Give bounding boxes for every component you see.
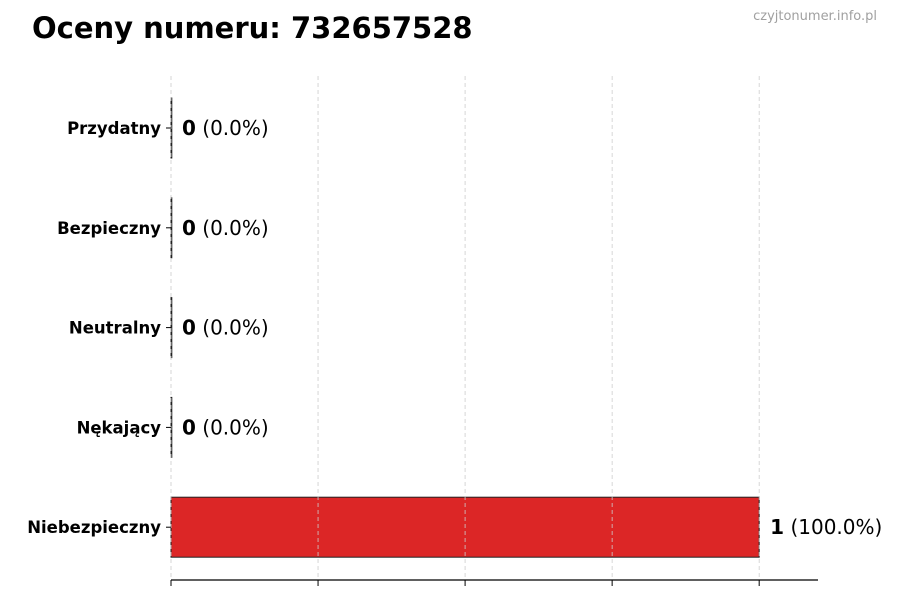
category-label: Neutralny	[69, 319, 161, 338]
watermark: czyjtonumer.info.pl	[753, 9, 877, 24]
data-label-value: 0	[182, 216, 196, 240]
bar-2	[170, 297, 173, 359]
data-label-percent: (0.0%)	[196, 316, 269, 340]
data-label-percent: (100.0%)	[784, 515, 882, 539]
data-label-value: 0	[182, 415, 196, 439]
data-label-percent: (0.0%)	[196, 216, 269, 240]
category-label: Nękający	[77, 418, 162, 437]
chart-title: Oceny numeru: 732657528	[32, 11, 473, 45]
data-label: 0 (0.0%)	[182, 415, 269, 439]
data-label-percent: (0.0%)	[196, 116, 269, 140]
category-label: Przydatny	[67, 119, 161, 138]
data-label-value: 1	[770, 515, 784, 539]
data-label: 1 (100.0%)	[770, 515, 882, 539]
data-label: 0 (0.0%)	[182, 116, 269, 140]
data-label-percent: (0.0%)	[196, 415, 269, 439]
data-label-value: 0	[182, 116, 196, 140]
category-label: Bezpieczny	[57, 219, 161, 238]
data-label: 0 (0.0%)	[182, 316, 269, 340]
category-label: Niebezpieczny	[27, 518, 161, 537]
data-label-value: 0	[182, 316, 196, 340]
data-label: 0 (0.0%)	[182, 216, 269, 240]
bar-1	[170, 197, 173, 259]
